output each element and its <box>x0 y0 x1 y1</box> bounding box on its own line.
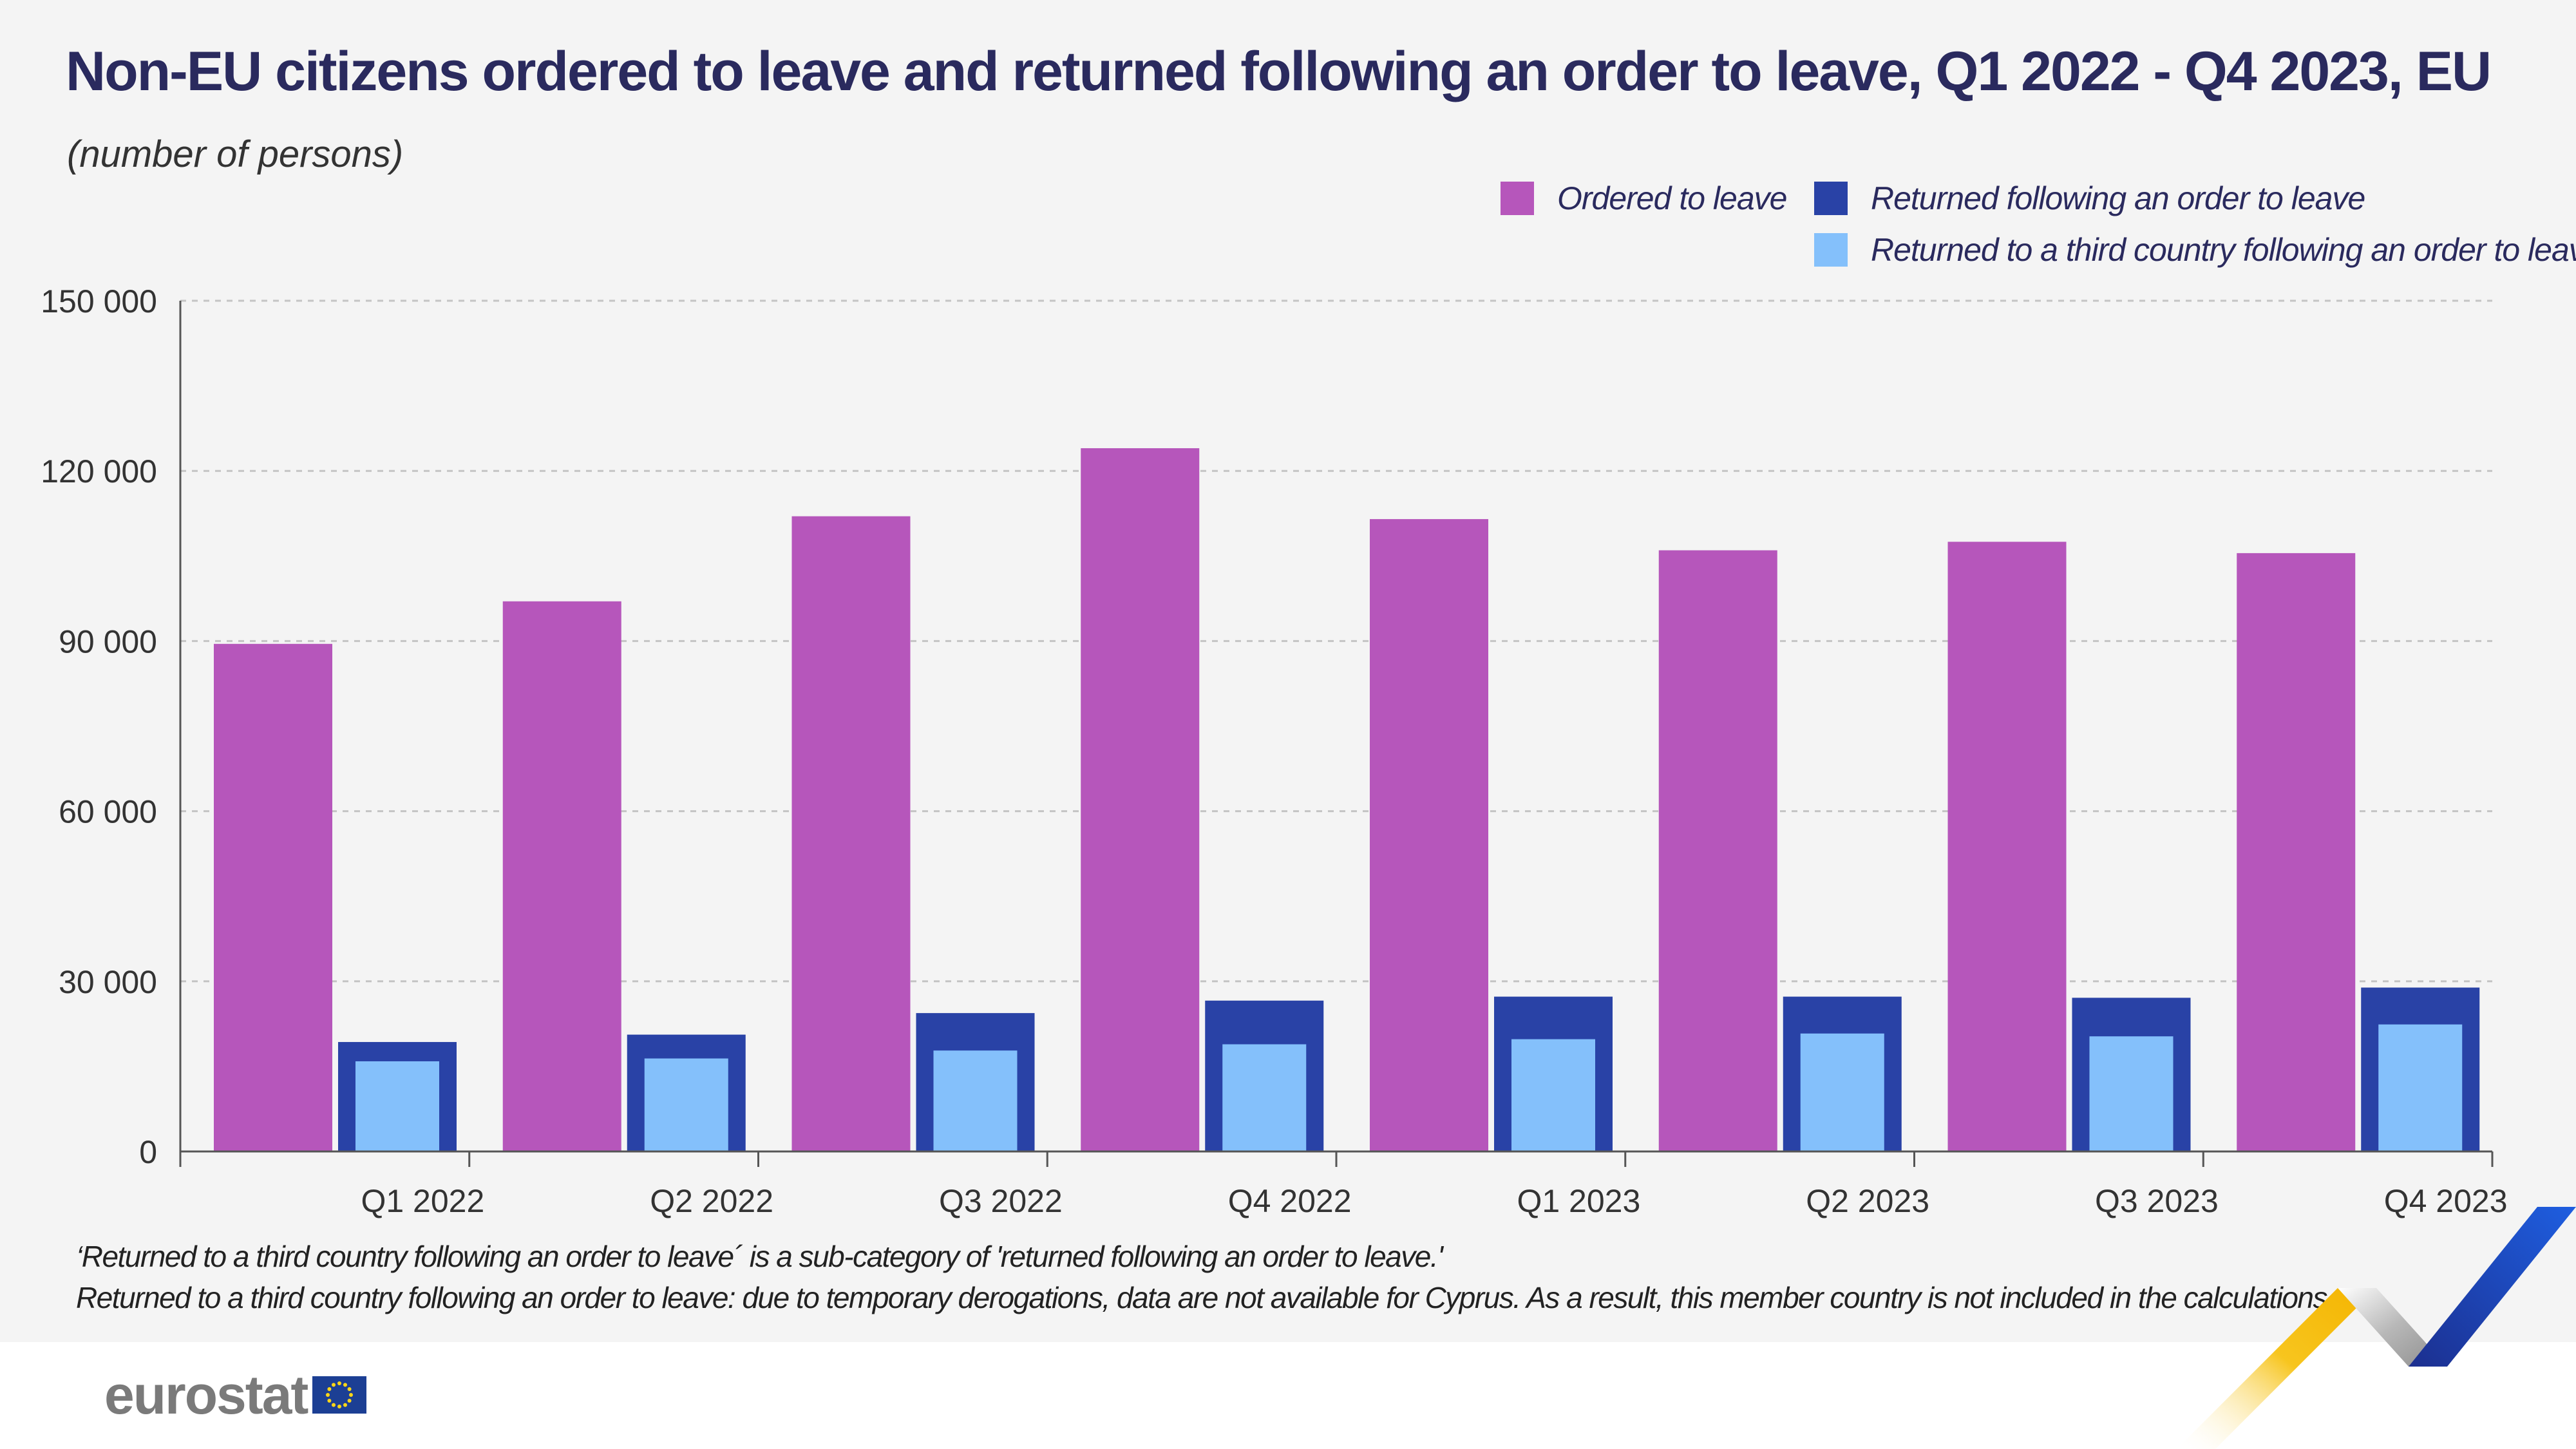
bar-ordered-to-leave <box>791 516 911 1151</box>
bar-returned-third-country <box>644 1058 728 1151</box>
legend-item-third-country: Returned to a third country following an… <box>1814 231 2576 269</box>
x-tick-label: Q1 2022 <box>361 1183 484 1219</box>
bar-ordered-to-leave <box>2237 553 2356 1151</box>
bar-ordered-to-leave <box>214 643 332 1151</box>
legend-item-returned: Returned following an order to leave <box>1814 179 2365 218</box>
legend-swatch-third-country <box>1814 233 1848 267</box>
eu-flag-icon <box>312 1376 367 1414</box>
bar-ordered-to-leave <box>502 601 621 1151</box>
x-tick-label: Q2 2023 <box>1806 1183 1929 1219</box>
x-tick-label: Q4 2023 <box>2384 1183 2508 1219</box>
bar-ordered-to-leave <box>1947 542 2067 1151</box>
footnote-2: Returned to a third country following an… <box>76 1281 2335 1314</box>
y-tick-label: 60 000 <box>59 794 157 830</box>
legend-label-third-country: Returned to a third country following an… <box>1871 232 2576 268</box>
bar-ordered-to-leave <box>1658 550 1777 1151</box>
legend-swatch-ordered <box>1501 182 1534 215</box>
chart-title: Non-EU citizens ordered to leave and ret… <box>66 41 2492 102</box>
decorative-ribbon-graphic <box>2177 1207 2576 1449</box>
bar-returned-third-country <box>1800 1033 1884 1151</box>
x-tick-label: Q3 2022 <box>939 1183 1063 1219</box>
bar-returned-third-country <box>2378 1024 2463 1151</box>
y-tick-label: 120 000 <box>41 453 157 489</box>
chart-subtitle: (number of persons) <box>67 133 404 175</box>
legend-swatch-returned <box>1814 182 1848 215</box>
bar-returned-third-country <box>2089 1036 2174 1151</box>
x-tick-label: Q4 2022 <box>1228 1183 1352 1219</box>
bar-ordered-to-leave <box>1370 519 1488 1151</box>
bar-returned-third-country <box>933 1050 1018 1151</box>
bar-returned-third-country <box>1222 1044 1307 1151</box>
eurostat-logo: eurostat <box>104 1363 367 1427</box>
bar-returned-third-country <box>1511 1039 1595 1151</box>
y-tick-label: 30 000 <box>59 964 157 1000</box>
y-tick-label: 90 000 <box>59 623 157 659</box>
legend-label-returned: Returned following an order to leave <box>1871 180 2365 216</box>
bar-returned-third-country <box>355 1061 439 1151</box>
footnote-1: ‘Returned to a third country following a… <box>76 1240 1443 1273</box>
x-tick-label: Q1 2023 <box>1517 1183 1640 1219</box>
y-tick-label: 0 <box>139 1134 157 1170</box>
bar-ordered-to-leave <box>1081 448 1200 1151</box>
legend-label-ordered: Ordered to leave <box>1557 180 1787 216</box>
bar-chart: 0 30 000 60 000 90 000 120 000 150 000 Q1 2022… <box>41 283 2508 1219</box>
x-tick-label: Q3 2023 <box>2095 1183 2219 1219</box>
x-tick-label: Q2 2022 <box>650 1183 773 1219</box>
logo-text: eurostat <box>104 1364 308 1425</box>
legend-item-ordered: Ordered to leave <box>1501 179 1787 218</box>
y-tick-label: 150 000 <box>41 283 157 319</box>
